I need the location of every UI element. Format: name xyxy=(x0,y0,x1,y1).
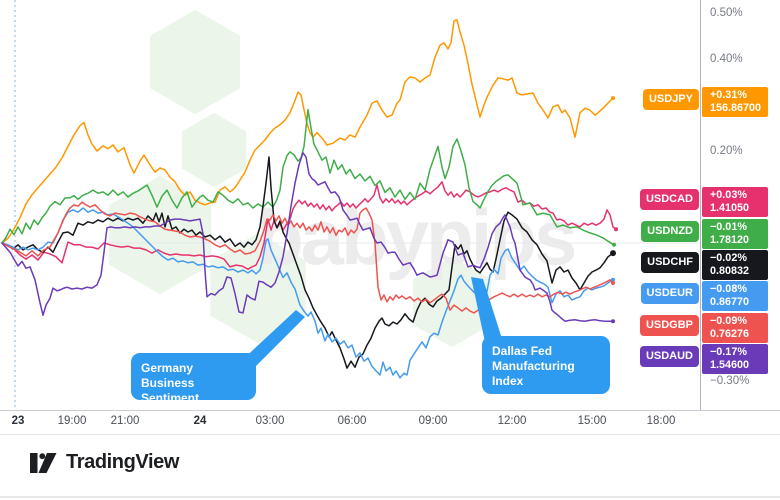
series-line-USDCHF[interactable] xyxy=(1,156,614,369)
series-line-USDCAD[interactable] xyxy=(1,181,617,270)
time-axis-label: 19:00 xyxy=(57,415,87,427)
price-axis-label: 0.20% xyxy=(710,145,743,157)
tradingview-logo[interactable]: TradingView xyxy=(30,451,179,474)
series-last-point-USDJPY xyxy=(611,96,615,101)
time-axis-label: 18:00 xyxy=(646,415,676,427)
price-axis-label: −0.30% xyxy=(710,375,750,387)
time-axis-label: 15:00 xyxy=(577,415,607,427)
series-line-USDGBP[interactable] xyxy=(1,201,614,314)
series-last-point-USDCHF xyxy=(610,250,616,257)
price-axis[interactable]: 0.50% 0.40% 0.20% −0.30% xyxy=(700,0,780,433)
series-last-point-USDEUR xyxy=(611,277,615,282)
annotation-pointer-dallas xyxy=(471,277,503,342)
tradingview-logo-text: TradingView xyxy=(66,451,180,473)
series-line-USDAUD[interactable] xyxy=(1,152,614,322)
annotation-germany-business-sentiment[interactable]: Germany Business Sentiment xyxy=(131,353,256,405)
chart-plot-area[interactable] xyxy=(0,0,700,410)
price-axis-label: 0.50% xyxy=(710,7,743,19)
annotation-pointer-germany xyxy=(240,310,305,366)
bottom-divider xyxy=(0,496,780,498)
hexagon-watermark-shape xyxy=(144,4,246,120)
hexagon-watermark-shape xyxy=(176,107,252,193)
time-axis-label: 06:00 xyxy=(337,415,367,427)
series-last-point-USDNZD xyxy=(612,242,616,247)
time-axis-label-day: 24 xyxy=(193,415,207,427)
series-last-point-USDAUD xyxy=(611,319,615,324)
series-line-USDEUR[interactable] xyxy=(1,207,614,379)
series-line-USDJPY[interactable] xyxy=(1,19,614,244)
time-axis-label-day: 23 xyxy=(11,415,25,427)
time-axis-label: 03:00 xyxy=(255,415,285,427)
series-last-point-USDGBP xyxy=(611,281,615,285)
price-axis-label: 0.40% xyxy=(710,53,743,65)
tradingview-logo-icon xyxy=(30,452,57,473)
time-axis-label: 12:00 xyxy=(497,415,527,427)
time-axis-label: 21:00 xyxy=(110,415,140,427)
time-axis-label: 09:00 xyxy=(418,415,448,427)
series-line-USDNZD[interactable] xyxy=(1,108,615,246)
annotation-dallas-fed-manufacturing-index[interactable]: Dallas Fed Manufacturing Index xyxy=(482,336,610,394)
series-last-point-USDCAD xyxy=(614,227,618,232)
time-axis[interactable]: 23 19:00 21:00 24 03:00 06:00 09:00 12:00 15:00 1… xyxy=(0,410,780,435)
